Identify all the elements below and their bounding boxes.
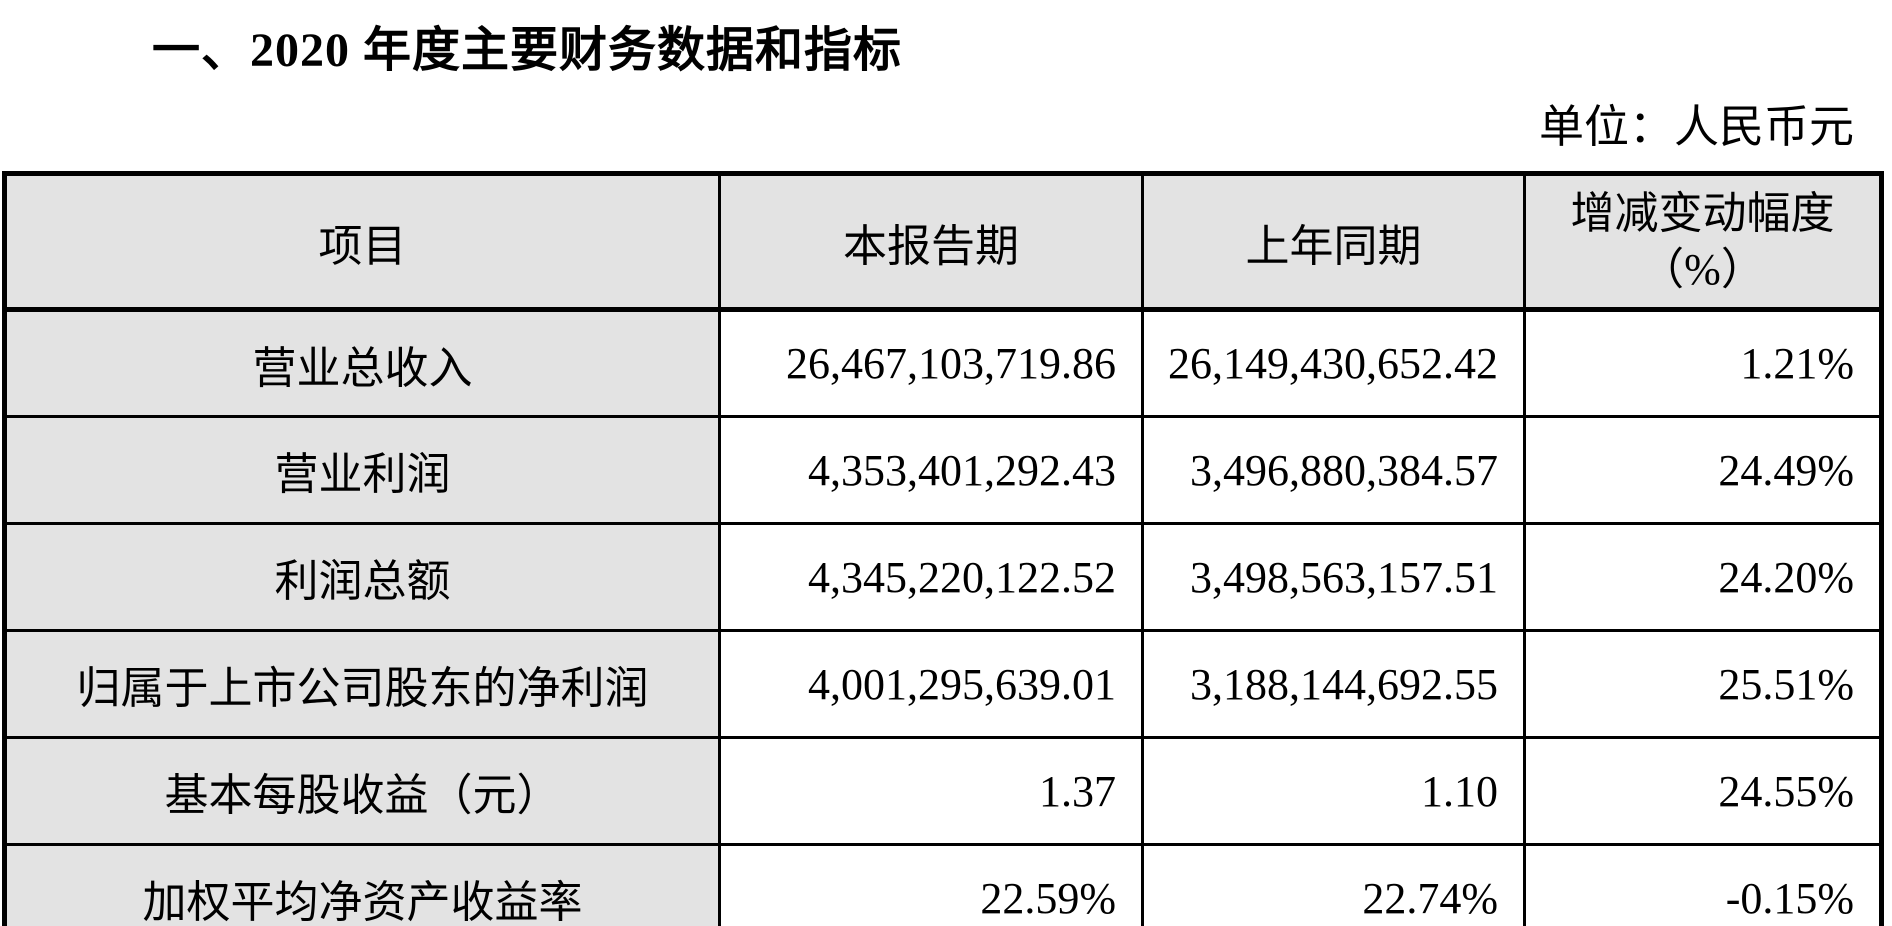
row-change-value: 24.20% <box>1523 522 1883 632</box>
header-current-period: 本报告期 <box>718 172 1144 312</box>
table-row: 利润总额 4,345,220,122.52 3,498,563,157.51 2… <box>3 522 1883 632</box>
row-prior-value: 3,498,563,157.51 <box>1141 522 1526 632</box>
row-change-value: 24.49% <box>1523 415 1883 525</box>
row-current-value: 26,467,103,719.86 <box>718 308 1144 418</box>
table-row: 归属于上市公司股东的净利润 4,001,295,639.01 3,188,144… <box>3 629 1883 739</box>
header-item: 项目 <box>3 172 721 312</box>
financial-data-table: 项目 本报告期 上年同期 增减变动幅度 （%） 营业总收入 26,467,103… <box>2 171 1884 926</box>
header-change-percent-line1: 增减变动幅度 <box>1570 188 1835 238</box>
section-title: 一、2020 年度主要财务数据和指标 <box>152 24 903 77</box>
row-item-label: 营业利润 <box>3 415 721 525</box>
header-change-percent: 增减变动幅度 （%） <box>1523 172 1883 312</box>
table-row: 营业总收入 26,467,103,719.86 26,149,430,652.4… <box>3 308 1883 418</box>
row-change-value: -0.15% <box>1523 843 1883 926</box>
row-prior-value: 3,188,144,692.55 <box>1141 629 1526 739</box>
row-change-value: 24.55% <box>1523 736 1883 846</box>
row-current-value: 4,001,295,639.01 <box>718 629 1144 739</box>
table-header-row: 项目 本报告期 上年同期 增减变动幅度 （%） <box>3 172 1883 312</box>
row-item-label: 利润总额 <box>3 522 721 632</box>
table-row: 加权平均净资产收益率 22.59% 22.74% -0.15% <box>3 843 1883 926</box>
row-prior-value: 22.74% <box>1141 843 1526 926</box>
row-current-value: 1.37 <box>718 736 1144 846</box>
row-item-label: 加权平均净资产收益率 <box>3 843 721 926</box>
row-change-value: 1.21% <box>1523 308 1883 418</box>
row-item-label: 基本每股收益（元） <box>3 736 721 846</box>
header-change-percent-line2: （%） <box>1640 244 1765 294</box>
row-current-value: 4,345,220,122.52 <box>718 522 1144 632</box>
table-row: 基本每股收益（元） 1.37 1.10 24.55% <box>3 736 1883 846</box>
row-item-label: 营业总收入 <box>3 308 721 418</box>
row-item-label: 归属于上市公司股东的净利润 <box>3 629 721 739</box>
row-prior-value: 3,496,880,384.57 <box>1141 415 1526 525</box>
row-current-value: 4,353,401,292.43 <box>718 415 1144 525</box>
table-row: 营业利润 4,353,401,292.43 3,496,880,384.57 2… <box>3 415 1883 525</box>
currency-unit-label: 单位：人民币元 <box>1538 102 1854 152</box>
row-change-value: 25.51% <box>1523 629 1883 739</box>
header-prior-period: 上年同期 <box>1141 172 1526 312</box>
row-prior-value: 1.10 <box>1141 736 1526 846</box>
row-current-value: 22.59% <box>718 843 1144 926</box>
row-prior-value: 26,149,430,652.42 <box>1141 308 1526 418</box>
